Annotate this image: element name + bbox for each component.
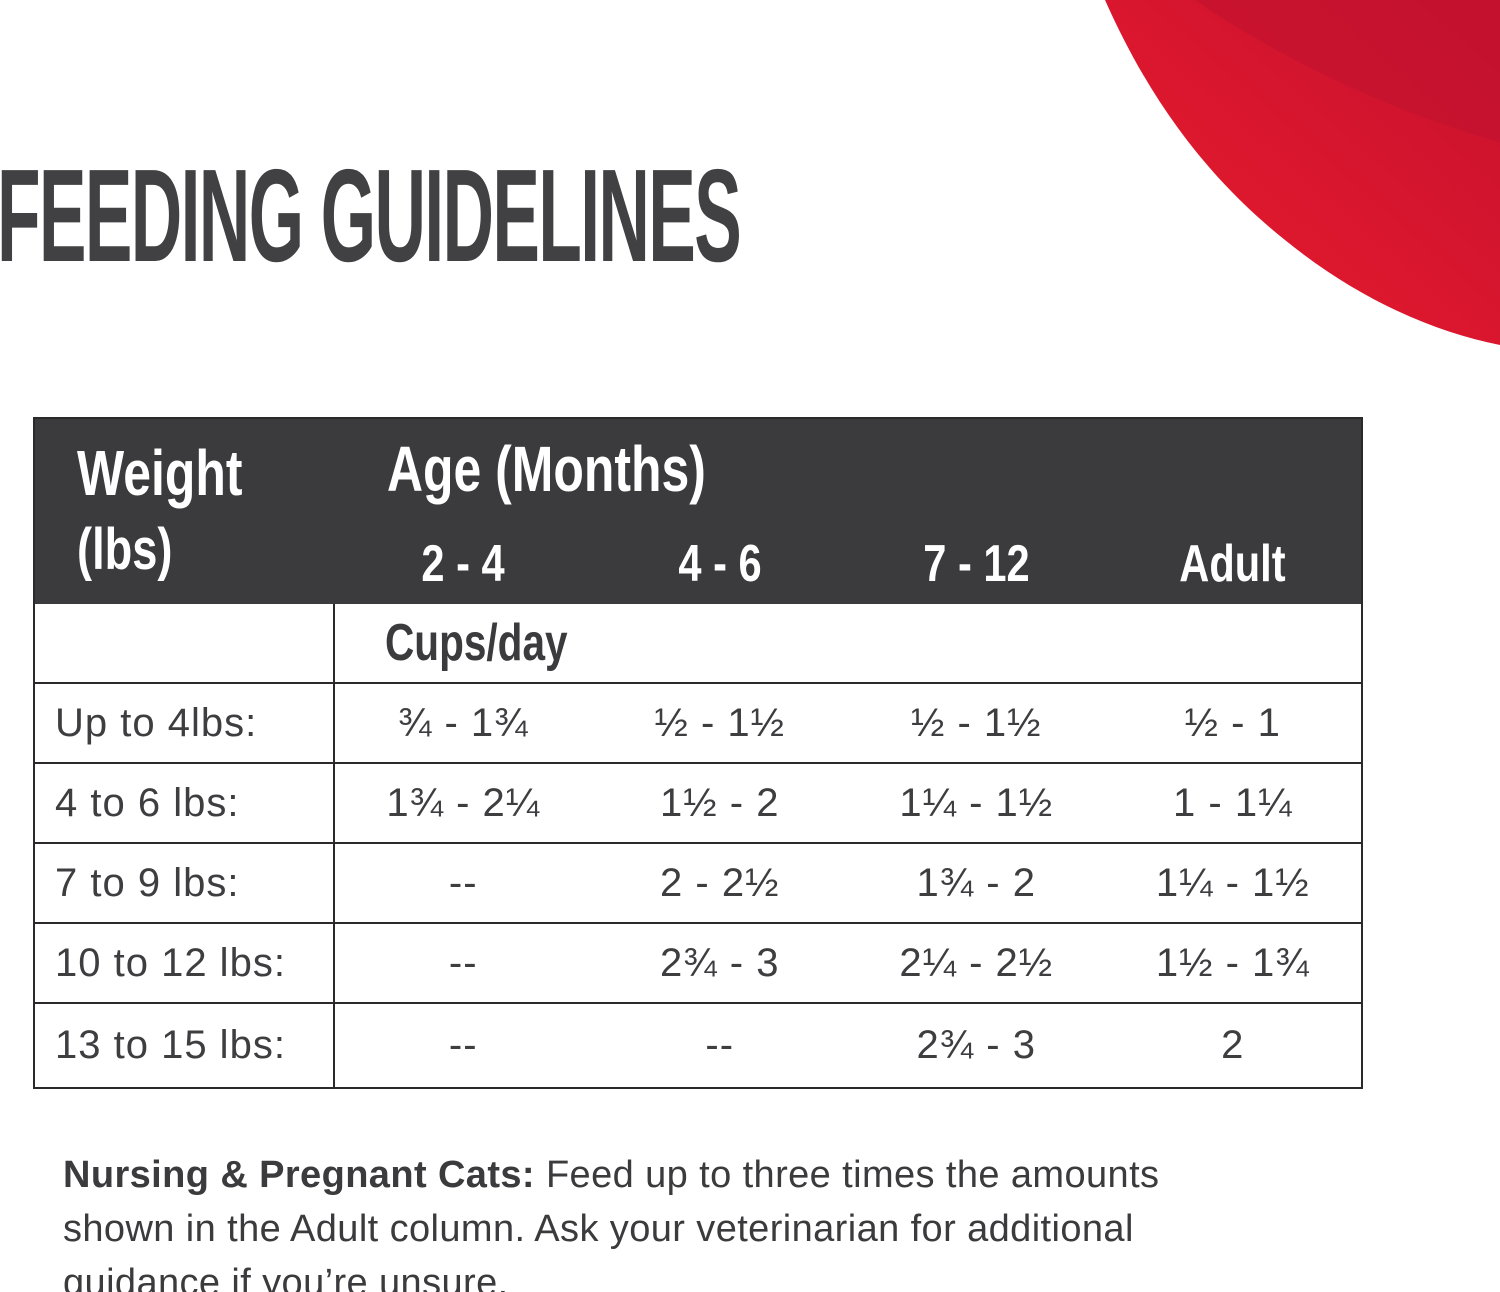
serving-value: -- (705, 1023, 735, 1067)
units-row: Cups/day (35, 604, 1361, 682)
serving-value: -- (448, 1023, 478, 1067)
serving-value: -- (448, 860, 478, 905)
table-row: 4 to 6 lbs: 1¾ - 2¼ 1½ - 2 1¼ - 1½ 1 - 1¼ (35, 762, 1361, 842)
weight-range-label: 13 to 15 lbs: (35, 1004, 335, 1087)
feeding-table: Weight (lbs) Age (Months) 2 - 4 4 - 6 7 - … (33, 417, 1363, 1089)
serving-value: ½ - 1 (1184, 700, 1281, 745)
units-row-cell: Cups/day (335, 604, 1361, 682)
weight-range-label: 7 to 9 lbs: (35, 844, 335, 922)
red-swoosh-decoration (1105, 0, 1500, 345)
units-row-spacer (35, 604, 335, 682)
units-label: Cups/day (385, 614, 568, 672)
age-column-header: 4 - 6 (678, 535, 762, 593)
age-column-headers: 2 - 4 4 - 6 7 - 12 Adult (335, 538, 1361, 590)
page-title: FEEDING GUIDELINES (0, 142, 742, 289)
note-line-2: shown in the Adult column. Ask your vete… (63, 1208, 1134, 1250)
serving-value: ½ - 1½ (654, 700, 785, 745)
age-column-header: 7 - 12 (923, 535, 1030, 593)
serving-value: 1¼ - 1½ (1155, 860, 1310, 905)
serving-value: 2 (1221, 1023, 1245, 1067)
serving-value: 2¼ - 2½ (899, 940, 1054, 985)
age-column-header: 2 - 4 (421, 535, 505, 593)
serving-value: -- (448, 940, 478, 985)
table-header: Weight (lbs) Age (Months) 2 - 4 4 - 6 7 - … (35, 419, 1361, 604)
weight-range-label: 10 to 12 lbs: (35, 924, 335, 1002)
serving-value: 2 - 2½ (660, 860, 780, 905)
weight-unit-header: (lbs) (77, 517, 173, 582)
note-line-3: guidance if you’re unsure. (63, 1262, 509, 1292)
serving-value: ½ - 1½ (910, 700, 1042, 745)
table-row: Up to 4lbs: ¾ - 1¾ ½ - 1½ ½ - 1½ ½ - 1 (35, 682, 1361, 762)
serving-value: 1 - 1¼ (1173, 780, 1293, 825)
table-row: 7 to 9 lbs: -- 2 - 2½ 1¾ - 2 1¼ - 1½ (35, 842, 1361, 922)
serving-value: 1¾ - 2¼ (386, 780, 541, 825)
weight-header: Weight (77, 437, 243, 509)
nursing-pregnant-note: Nursing & Pregnant Cats: Feed up to thre… (63, 1148, 1159, 1292)
serving-value: 2¾ - 3 (916, 1023, 1036, 1067)
age-months-header: Age (Months) (387, 433, 706, 505)
age-column-header: Adult (1179, 535, 1286, 593)
weight-range-label: Up to 4lbs: (35, 684, 335, 762)
table-row: 13 to 15 lbs: -- -- 2¾ - 3 2 (35, 1002, 1361, 1087)
serving-value: 1½ - 2 (660, 780, 780, 825)
serving-value: 2¾ - 3 (660, 940, 780, 985)
note-bold-lead: Nursing & Pregnant Cats: (63, 1154, 535, 1196)
note-line-1-rest: Feed up to three times the amounts (534, 1154, 1160, 1196)
serving-value: 1¼ - 1½ (899, 780, 1054, 825)
serving-value: 1½ - 1¾ (1155, 940, 1310, 985)
serving-value: 1¾ - 2 (916, 860, 1036, 905)
serving-value: ¾ - 1¾ (397, 700, 529, 745)
note-line-1: Nursing & Pregnant Cats: Feed up to thre… (63, 1148, 1159, 1202)
weight-range-label: 4 to 6 lbs: (35, 764, 335, 842)
table-body: Up to 4lbs: ¾ - 1¾ ½ - 1½ ½ - 1½ ½ - 1 4 to 6… (35, 682, 1361, 1087)
table-row: 10 to 12 lbs: -- 2¾ - 3 2¼ - 2½ 1½ - 1¾ (35, 922, 1361, 1002)
